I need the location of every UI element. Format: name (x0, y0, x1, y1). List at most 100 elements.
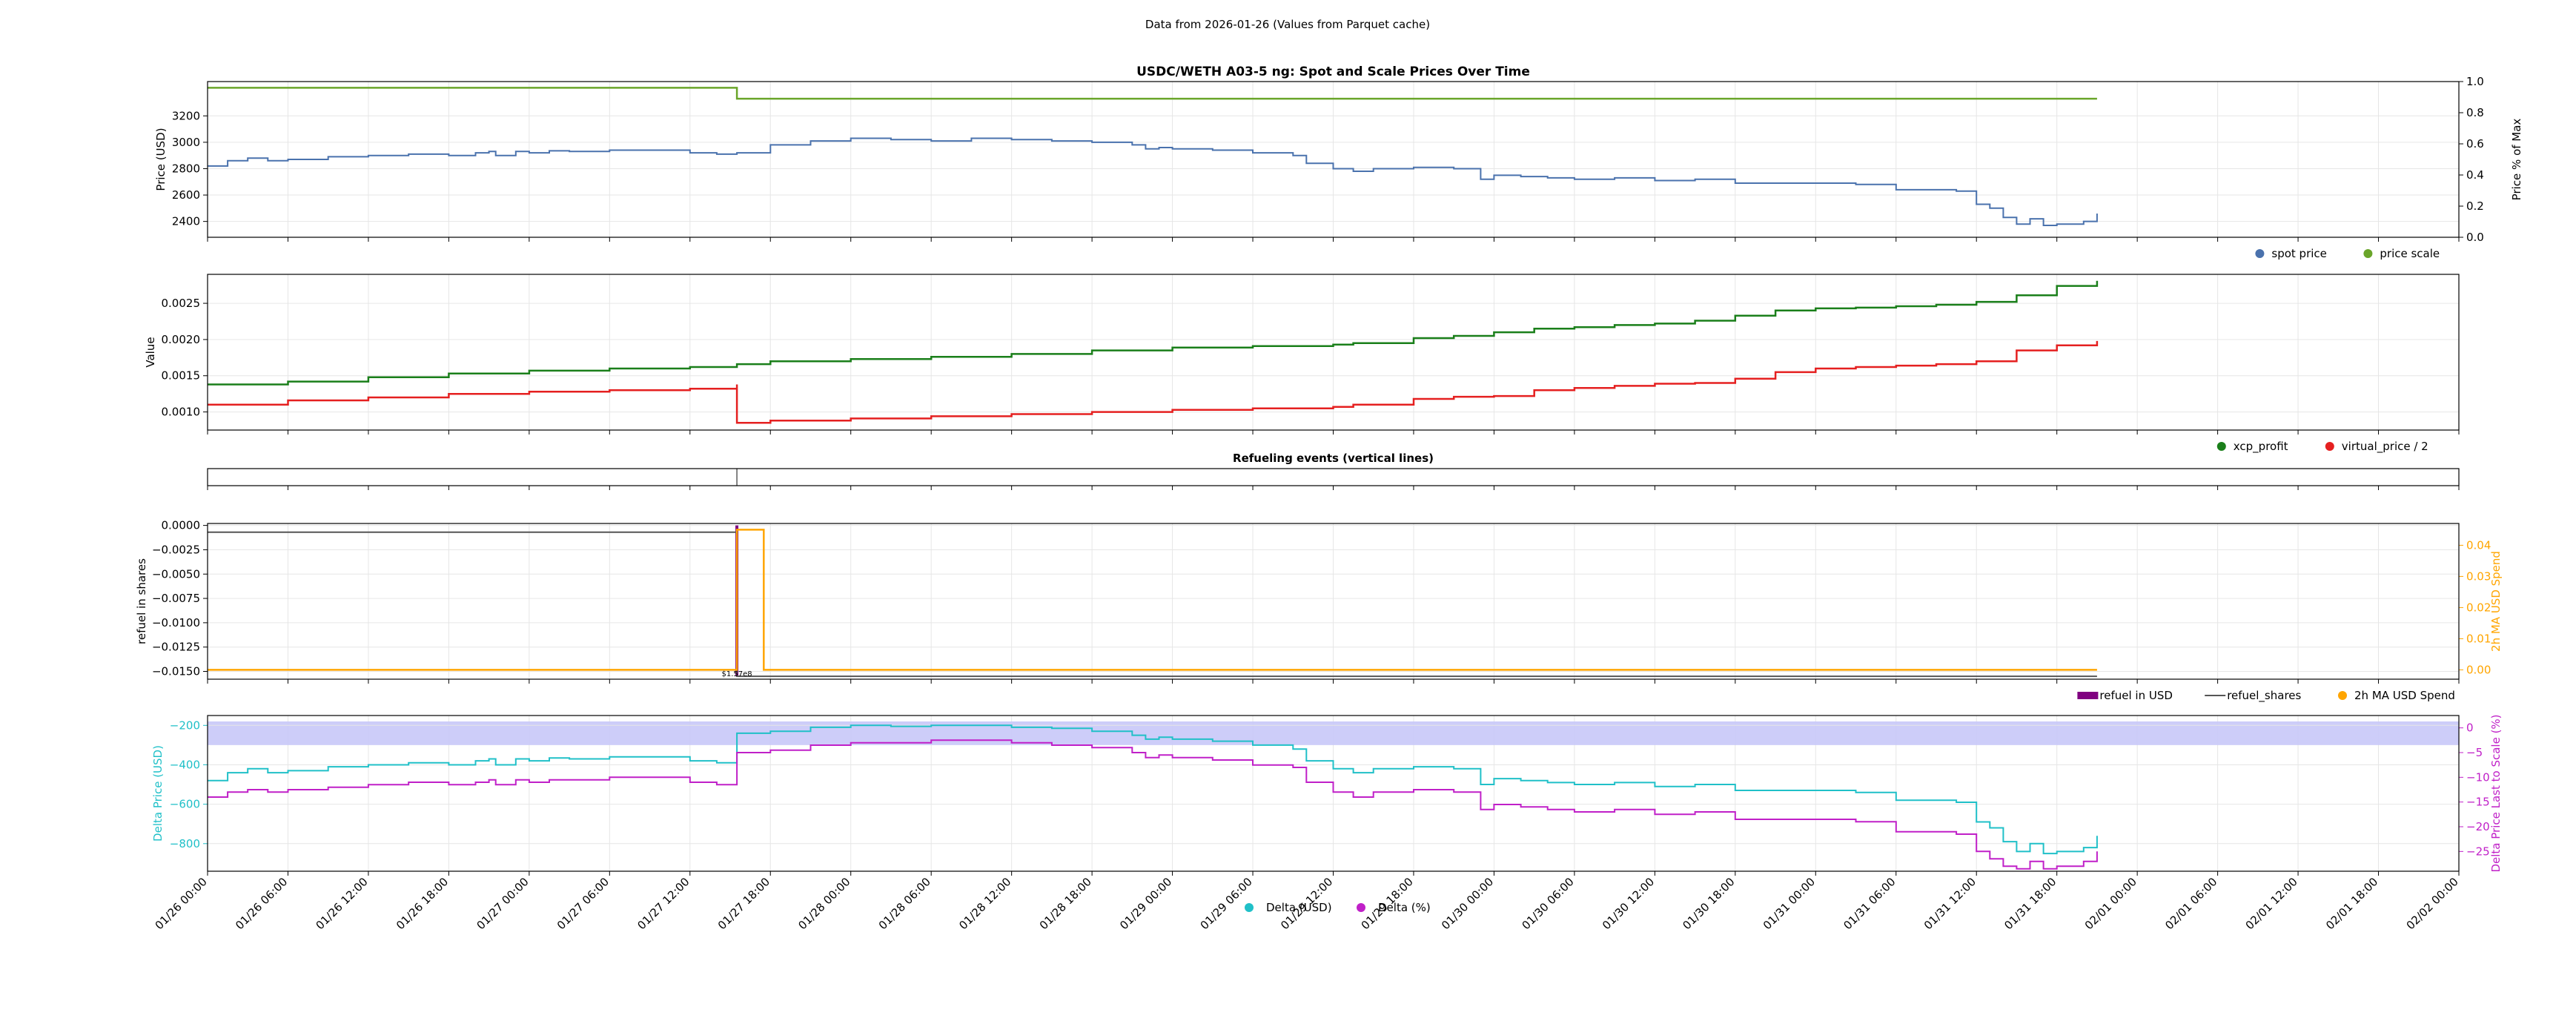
x-tick-label: 02/02 00:00 (2404, 875, 2461, 932)
panel-prices: 2400 2600 2800 3000 3200 0.0 0.2 0.4 0.6 0.8 1.0 US… (154, 65, 2523, 260)
x-tick-label: 02/01 18:00 (2323, 875, 2380, 932)
y-tick-label: −0.0050 (152, 567, 200, 581)
y2-axis-label: Delta Price Last to Scale (%) (2489, 714, 2503, 872)
y-tick-label: −800 (170, 837, 200, 850)
x-tick-label: 01/28 00:00 (795, 875, 852, 932)
x-tick-label: 01/27 18:00 (715, 875, 772, 932)
series-price-scale (208, 87, 2097, 100)
x-tick-label: 01/27 06:00 (554, 875, 612, 932)
axes-frame (207, 468, 2460, 486)
legend-label: refuel in USD (2099, 689, 2173, 702)
x-tick-label: 01/28 12:00 (956, 875, 1013, 932)
panel-refuel-events: Refueling events (vertical lines) (207, 452, 2460, 490)
x-tick-label: 01/27 00:00 (474, 875, 531, 932)
series-2h-ma-usd-spend (208, 529, 2097, 671)
x-tick-label: 01/30 12:00 (1600, 875, 1657, 932)
x-tick-label: 01/26 18:00 (394, 875, 451, 932)
series-virtual-price (208, 340, 2099, 424)
series-delta-usd (208, 724, 2098, 855)
y2-axis-label: Price % of Max (2510, 119, 2523, 201)
y2-tick-label: 0.6 (2466, 137, 2484, 151)
y-tick-label: 0.0010 (162, 406, 201, 419)
y-tick-label: 0.0025 (162, 297, 201, 310)
legend-marker (1245, 903, 1254, 912)
y2-axis-label: 2h MA USD Spend (2489, 551, 2503, 652)
y-tick-label: 3200 (172, 109, 200, 122)
chart-title: USDC/WETH A03-5 ng: Spot and Scale Price… (1136, 65, 1530, 79)
y-tick-label: −200 (170, 718, 200, 732)
x-tick-label: 01/30 18:00 (1680, 875, 1737, 932)
y-tick-label: −0.0075 (152, 592, 200, 605)
panel-refuel-shares: −0.0150 −0.0125 −0.0100 −0.0075 −0.0050 −0.00… (135, 519, 2503, 703)
y2-tick-label: −25 (2466, 845, 2490, 858)
y-tick-label: −0.0025 (152, 543, 200, 556)
y-axis-label: refuel in shares (135, 558, 148, 644)
x-tick-label: 01/28 06:00 (876, 875, 933, 932)
legend-label: Delta (USD) (1266, 901, 1332, 914)
legend-label: price scale (2380, 247, 2440, 260)
y2-tick-label: 0.2 (2466, 199, 2484, 213)
x-tick-label: 01/31 00:00 (1761, 875, 1818, 932)
legend-label: virtual_price / 2 (2342, 440, 2428, 454)
y2-tick-label: 0.0 (2466, 231, 2484, 244)
y2-tick-label: −5 (2466, 746, 2483, 759)
panel-deltas: −800 −600 −400 −200 −25 −20 −15 −10 −5 0 Delta Pri… (151, 714, 2503, 914)
y-tick-label: −400 (170, 758, 200, 771)
subplot-title: Refueling events (vertical lines) (1233, 452, 1434, 465)
y2-tick-label: 0.02 (2466, 601, 2491, 614)
y-tick-label: 0.0020 (162, 333, 201, 346)
y2-tick-label: 1.0 (2466, 75, 2484, 88)
x-tick-label: 01/29 00:00 (1117, 875, 1174, 932)
y-tick-label: 2800 (172, 162, 200, 175)
suptitle: Data from 2026-01-26 (Values from Parque… (1145, 18, 1430, 31)
series-xcp-profit (208, 280, 2099, 386)
x-tick-label: 02/01 12:00 (2243, 875, 2300, 932)
y2-tick-label: 0.8 (2466, 106, 2484, 119)
series-delta-pct (208, 739, 2098, 870)
y-tick-label: 3000 (172, 136, 200, 149)
legend-label: Delta (%) (1378, 901, 1431, 914)
axes-frame (207, 715, 2460, 872)
y2-tick-label: 0.04 (2466, 538, 2491, 552)
y-tick-label: 0.0015 (162, 369, 201, 383)
legend-marker (2325, 442, 2334, 451)
axes-frame (207, 81, 2460, 238)
x-tick-label: 01/30 00:00 (1439, 875, 1496, 932)
x-tick-label: 01/31 06:00 (1841, 875, 1898, 932)
legend-label: refuel_shares (2227, 689, 2301, 703)
x-tick-label: 01/31 12:00 (1921, 875, 1979, 932)
y-axis-label: Value (144, 337, 157, 367)
x-tick-label: 02/01 06:00 (2162, 875, 2219, 932)
plots: 2400 2600 2800 3000 3200 0.0 0.2 0.4 0.6 0.8 1.0 US… (135, 65, 2523, 932)
legend-marker (2255, 249, 2265, 258)
y2-tick-label: 0.4 (2466, 168, 2484, 182)
refuel-annotation: $1.57e8 (721, 670, 752, 678)
x-tick-label: 01/28 18:00 (1037, 875, 1094, 932)
y2-tick-label: −10 (2466, 770, 2490, 784)
y-tick-label: −0.0100 (152, 616, 200, 630)
axes-frame (207, 523, 2460, 680)
axes-frame (207, 274, 2460, 431)
y2-tick-label: −20 (2466, 820, 2490, 833)
series-refuel-shares (208, 531, 2097, 678)
legend-marker (2363, 249, 2373, 258)
y2-tick-label: 0.03 (2466, 569, 2491, 583)
legend-marker (1357, 903, 1365, 912)
y-axis-label: Delta Price (USD) (151, 745, 165, 842)
x-tick-label: 01/29 06:00 (1198, 875, 1255, 932)
legend-marker (2338, 691, 2347, 700)
x-tick-label: 01/26 00:00 (153, 875, 210, 932)
legend-marker (2216, 442, 2226, 451)
y2-tick-label: 0.01 (2466, 632, 2491, 645)
x-tick-label: 01/26 06:00 (233, 875, 290, 932)
y2-tick-label: 0 (2466, 721, 2474, 735)
legend-label: 2h MA USD Spend (2354, 689, 2455, 702)
x-tick-label: 02/01 00:00 (2082, 875, 2139, 932)
target-band (208, 721, 2459, 745)
series-spot-price (208, 137, 2098, 226)
y-tick-label: 2400 (172, 215, 200, 228)
y-tick-label: 0.0000 (162, 519, 201, 532)
x-tick-label: 01/27 12:00 (635, 875, 692, 932)
panel-values: 0.0010 0.0015 0.0020 0.0025 Value virtual_pri… (144, 274, 2460, 454)
